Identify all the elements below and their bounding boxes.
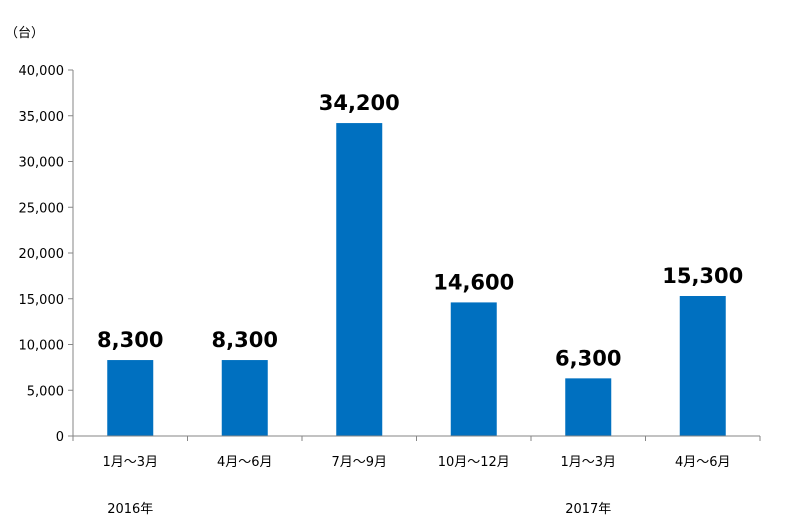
data-label: 15,300 (662, 264, 743, 288)
x-tick-label: 1月～3月 (560, 455, 616, 470)
data-label: 34,200 (319, 91, 400, 115)
y-axis: 0 5,000 10,000 15,000 20,000 25,000 30,000 35,0… (19, 64, 74, 445)
data-label: 6,300 (555, 346, 621, 370)
y-tick-label: 25,000 (19, 201, 65, 216)
y-tick-label: 0 (56, 430, 64, 445)
bar (221, 360, 268, 436)
y-tick-label: 5,000 (27, 384, 64, 399)
x-tick-label: 4月～6月 (675, 455, 731, 470)
x-tick-label: 7月～9月 (331, 455, 387, 470)
y-tick-label: 35,000 (19, 110, 65, 125)
bars-group (107, 123, 726, 436)
bar (336, 123, 383, 436)
x-tick-label: 4月～6月 (217, 455, 273, 470)
y-tick-label: 30,000 (19, 156, 65, 171)
y-tick-label: 40,000 (19, 64, 65, 79)
x-tick-label: 1月～3月 (102, 455, 158, 470)
bar (679, 296, 726, 436)
data-label: 8,300 (97, 328, 163, 352)
year-labels-group: 2016年 2017年 (107, 502, 611, 517)
y-tick-label: 10,000 (19, 339, 65, 354)
data-label: 8,300 (212, 328, 278, 352)
bar (450, 302, 497, 436)
data-labels-group: 8,300 8,300 34,200 14,600 6,300 15,300 (97, 91, 743, 370)
x-tick-label: 10月～12月 (438, 455, 510, 470)
data-label: 14,600 (433, 270, 514, 294)
bar (107, 360, 154, 436)
y-tick-label: 15,000 (19, 293, 65, 308)
y-tick-label: 20,000 (19, 247, 65, 262)
year-label: 2017年 (565, 502, 611, 517)
year-label: 2016年 (107, 502, 153, 517)
y-axis-unit-label: （台） (5, 26, 44, 41)
bar (565, 378, 612, 436)
x-axis: 1月～3月 4月～6月 7月～9月 10月～12月 1月～3月 4月～6月 (72, 435, 761, 470)
